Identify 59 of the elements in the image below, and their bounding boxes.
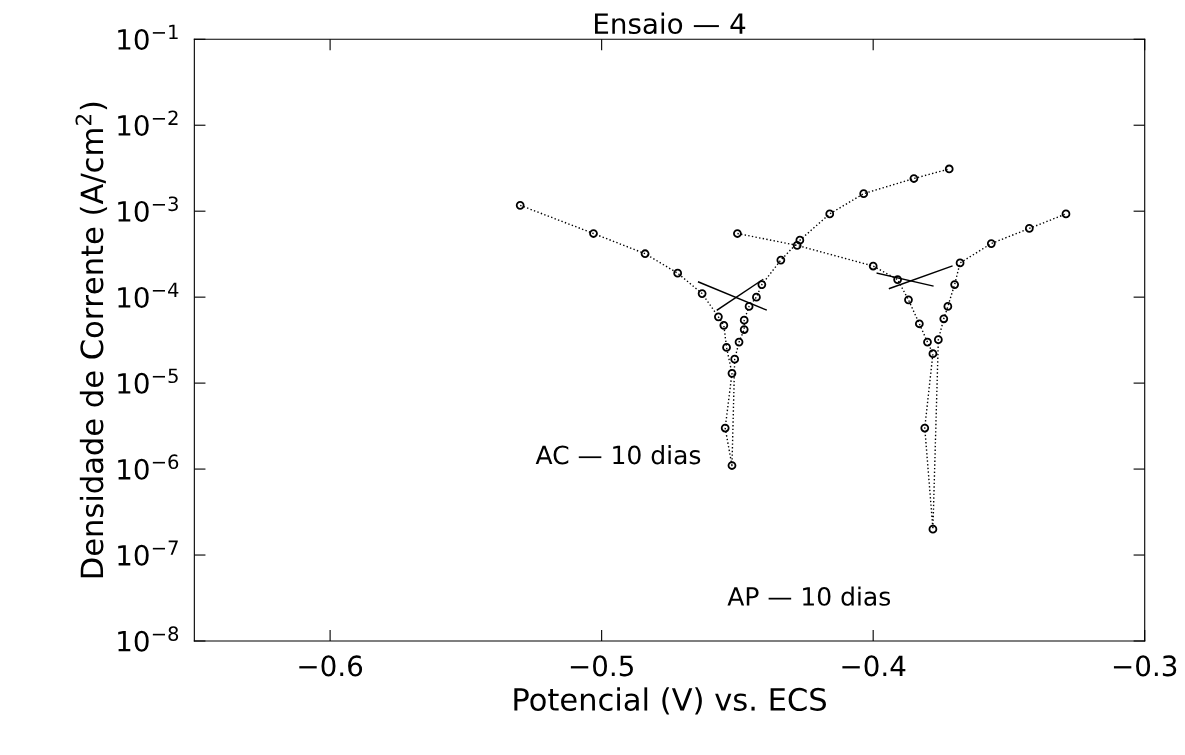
point: [697, 289, 707, 298]
point: [939, 314, 949, 324]
chart-title: Ensaio — 4: [595, 12, 746, 35]
y-tick-label: 10$^{−7}$: [118, 540, 178, 566]
point: [825, 209, 835, 219]
point: [714, 312, 723, 322]
point: [795, 235, 805, 245]
point: [986, 239, 996, 248]
point: [920, 423, 930, 433]
point: [868, 261, 878, 271]
x-tick-label: −0.5: [570, 655, 633, 677]
point: [733, 229, 742, 238]
point: [727, 461, 737, 470]
point: [720, 423, 730, 433]
point: [727, 368, 737, 378]
y-tick-label: 10$^{−5}$: [118, 368, 178, 394]
x-tick-label: −0.3: [1113, 655, 1177, 677]
y-tick-label: 10$^{−2}$: [118, 110, 178, 136]
point: [792, 241, 802, 250]
point: [515, 200, 525, 210]
point: [1061, 209, 1071, 219]
point: [928, 524, 938, 534]
point: [719, 320, 729, 330]
point: [944, 164, 954, 174]
point: [730, 354, 740, 364]
x-tick-label: −0.4: [842, 655, 906, 677]
point: [752, 292, 761, 302]
y-tick-label: 10$^{−1}$: [118, 24, 178, 51]
point: [933, 335, 943, 345]
point: [673, 268, 683, 278]
point: [943, 302, 953, 311]
point: [589, 229, 598, 238]
y-tick-label: 10$^{−4}$: [118, 282, 179, 308]
y-tick-label: 10$^{−3}$: [118, 196, 178, 222]
point: [928, 349, 938, 359]
point: [904, 295, 913, 305]
point: [914, 319, 924, 329]
series-label: AC — 10 dias: [535, 445, 701, 465]
point: [640, 249, 650, 259]
point: [893, 275, 902, 284]
point: [859, 189, 869, 199]
text: AP — 10 dias: [727, 586, 891, 606]
point: [1024, 224, 1034, 233]
point: [923, 337, 932, 347]
x-axis-title: Potencial (V) vs. ECS: [514, 687, 826, 715]
y-axis-title: Densidade de Corrente (A/cm$^{2}$): [75, 102, 108, 578]
point: [757, 280, 767, 289]
point: [950, 280, 960, 289]
point: [955, 258, 965, 268]
y-tick-label: 10$^{−8}$: [118, 626, 179, 652]
point: [909, 174, 919, 183]
point: [776, 255, 786, 265]
point: [734, 337, 744, 347]
x-tick-label: −0.6: [299, 655, 363, 677]
point: [739, 315, 749, 325]
point: [739, 325, 749, 334]
point: [744, 302, 754, 311]
point: [722, 343, 731, 352]
y-tick-label: 10$^{−6}$: [118, 454, 179, 480]
